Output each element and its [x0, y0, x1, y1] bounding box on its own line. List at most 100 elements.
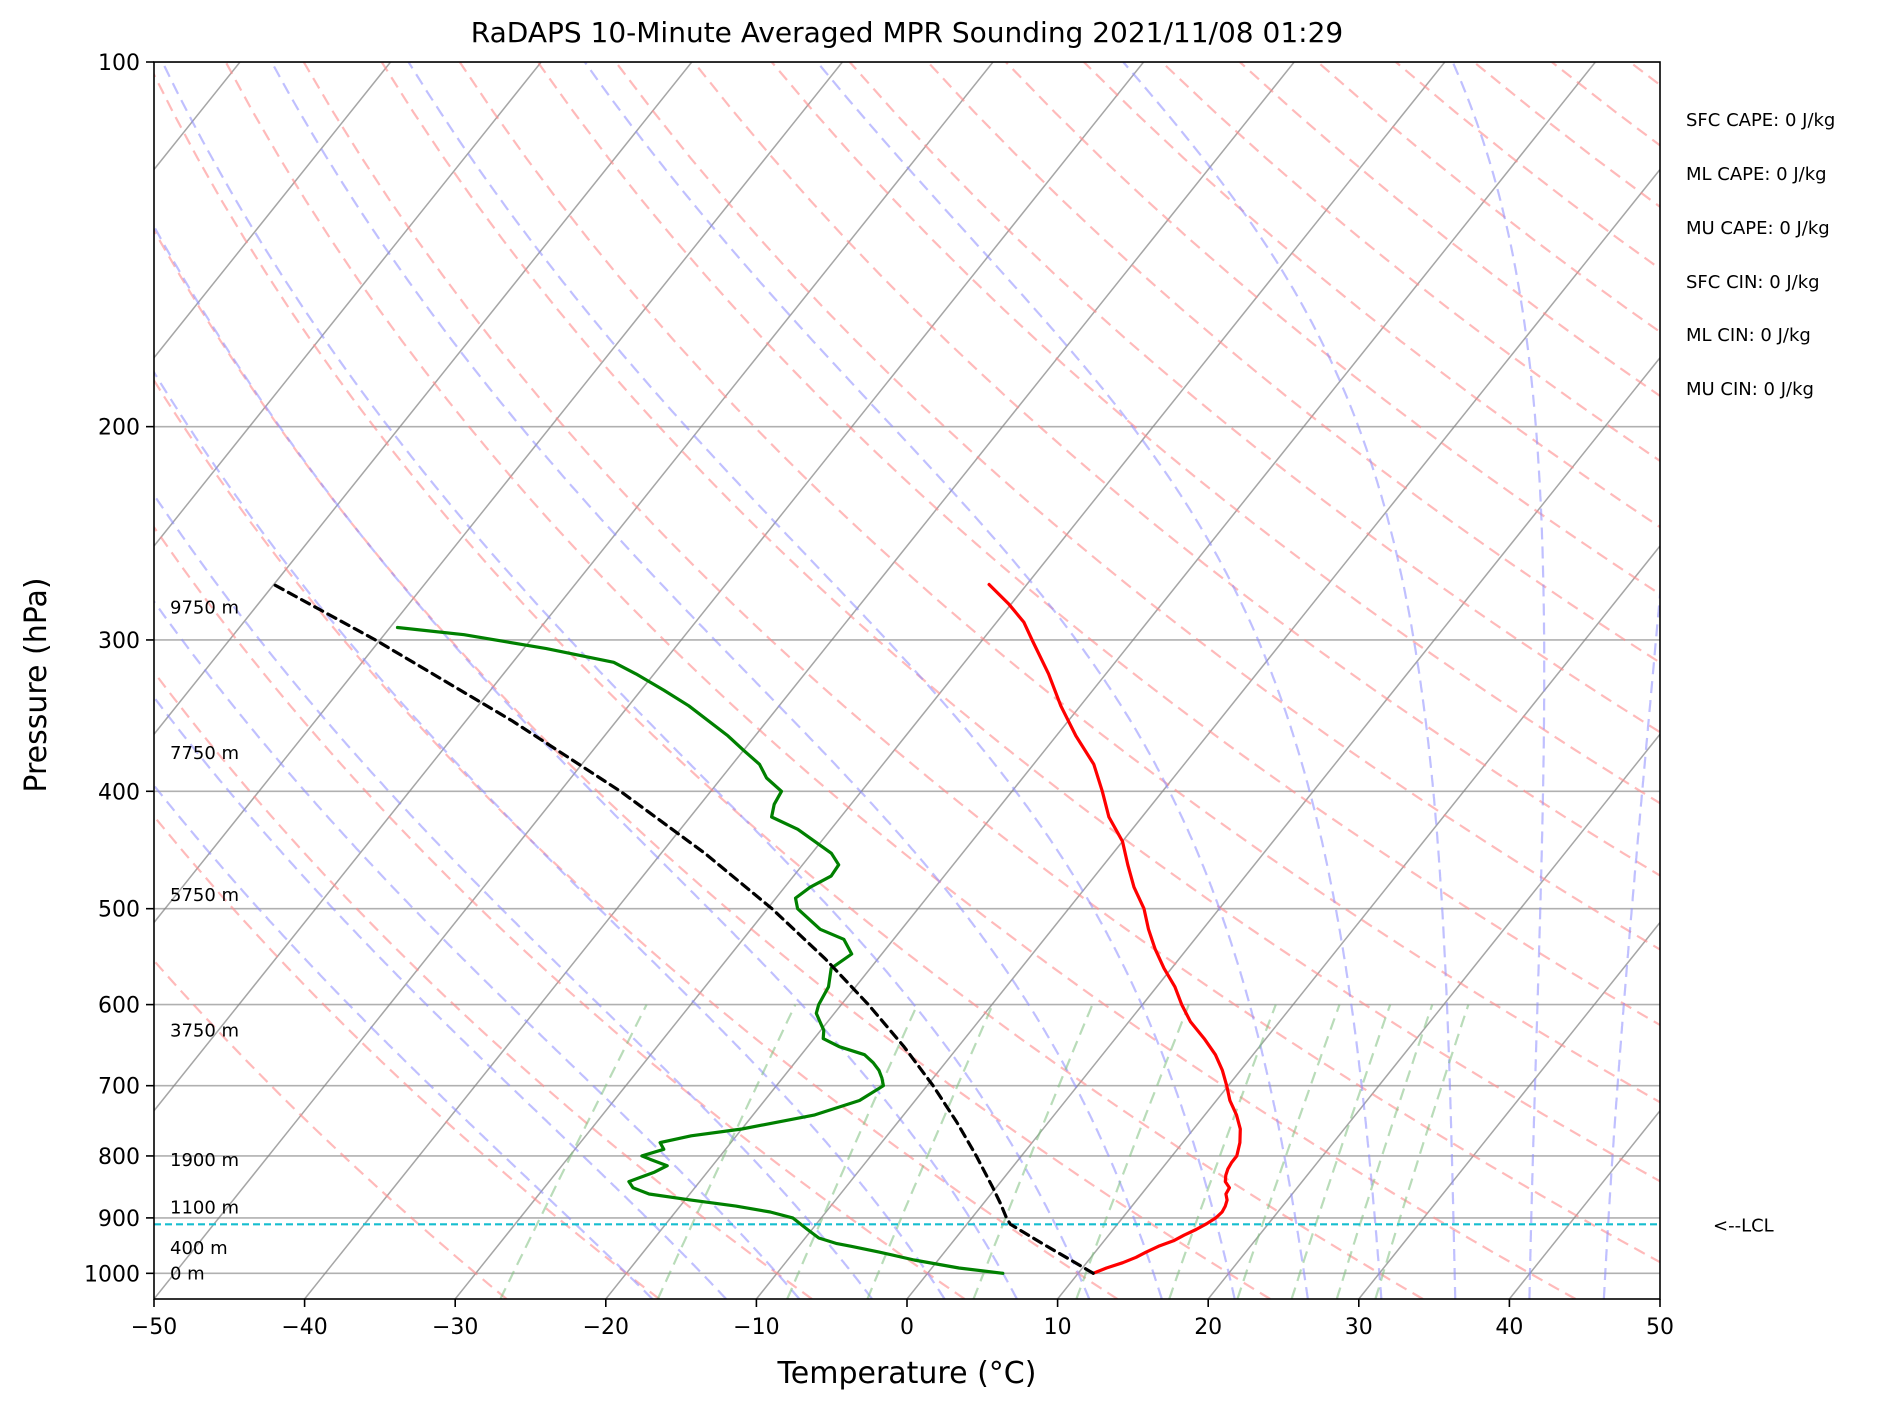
isotherm-line: [154, 62, 843, 924]
plot-frame: [153, 61, 1661, 1300]
x-tick-label: 20: [1194, 1315, 1222, 1340]
isotherm-line: [1659, 1297, 1660, 1299]
data-lines: [154, 582, 1660, 1275]
y-tick-label: 100: [98, 51, 140, 76]
isotherm-line: [1508, 1109, 1660, 1299]
y-tick-label: 700: [98, 1075, 140, 1100]
background-grid: [154, 62, 1882, 1299]
height-labels: 0 m 400 m 1100 m 1900 m 3750 m 5750 m 7750 m 97…: [170, 597, 239, 1284]
dry-adiabat-line: [692, 62, 1660, 877]
stat-sfc-cape: SFC CAPE: 0 J/kg: [1686, 110, 1836, 131]
y-axis: 100 200 300 400 500 600 700 800 900 1000: [84, 51, 154, 1287]
moist-adiabat-line: [154, 599, 801, 1299]
isotherm-line: [154, 62, 542, 548]
dry-adiabat-line: [154, 525, 966, 1299]
height-label: 400 m: [170, 1238, 228, 1259]
dry-adiabat-line: [1551, 62, 1660, 147]
moist-adiabat-line: [154, 492, 874, 1299]
x-tick-label: −50: [131, 1315, 177, 1340]
height-label: 9750 m: [170, 597, 239, 618]
y-tick-label: 800: [98, 1145, 140, 1170]
dry-adiabat-line: [1161, 62, 1660, 463]
x-tick-label: −10: [733, 1315, 779, 1340]
mixing-ratio-line: [499, 1004, 648, 1299]
dry-adiabat-line: [224, 62, 1577, 1299]
isotherm-line: [1057, 544, 1660, 1299]
moist-adiabat-line: [1122, 62, 1457, 1299]
moist-adiabat-line: [1451, 62, 1546, 1299]
isotherm-line: [1207, 733, 1660, 1299]
dry-adiabat-line: [154, 378, 1119, 1299]
dry-adiabat-line: [770, 62, 1660, 805]
moist-adiabat-line: [816, 62, 1383, 1299]
mixing-ratio-line: [1335, 1004, 1434, 1299]
y-tick-label: 200: [98, 416, 140, 441]
x-tick-label: −20: [583, 1315, 629, 1340]
x-tick-label: 10: [1044, 1315, 1072, 1340]
mixing-ratio-line: [786, 1004, 919, 1299]
isotherm-line: [154, 62, 994, 1112]
dry-adiabat-line: [1708, 62, 1882, 1299]
dry-adiabat-line: [380, 62, 1660, 1183]
dry-adiabat-line: [614, 62, 1660, 951]
moist-adiabat-line: [1602, 582, 1660, 1299]
dry-adiabat-line: [1083, 62, 1660, 529]
height-label: 1100 m: [170, 1197, 239, 1218]
y-tick-label: 600: [98, 994, 140, 1019]
dry-adiabat-line: [536, 62, 1660, 1027]
mixing-ratio-line: [972, 1004, 1094, 1299]
x-tick-label: −40: [281, 1315, 327, 1340]
mixing-ratio-line: [1290, 1004, 1392, 1299]
dry-adiabat-line: [1629, 62, 1660, 87]
isotherm-line: [605, 62, 1596, 1299]
moist-adiabat-line: [154, 370, 946, 1299]
dry-adiabat-line: [154, 670, 813, 1299]
lcl-label: <--LCL: [1713, 1215, 1774, 1236]
dry-adiabat-line: [154, 72, 1424, 1299]
stat-ml-cin: ML CIN: 0 J/kg: [1686, 325, 1811, 346]
isotherm-line: [906, 356, 1660, 1299]
x-tick-label: 0: [900, 1315, 914, 1340]
chart-title: RaDAPS 10-Minute Averaged MPR Sounding 2…: [471, 16, 1343, 49]
height-label: 1900 m: [170, 1150, 239, 1171]
x-tick-label: 30: [1345, 1315, 1373, 1340]
y-tick-label: 900: [98, 1207, 140, 1232]
isotherm-line: [454, 62, 1446, 1299]
mixing-ratio-line: [866, 1004, 994, 1299]
x-tick-label: −30: [432, 1315, 478, 1340]
x-tick-label: 40: [1495, 1315, 1523, 1340]
mixing-ratio-line: [1236, 1004, 1341, 1299]
dry-adiabat-line: [848, 62, 1660, 734]
isotherm-line: [1358, 921, 1660, 1299]
stat-mu-cape: MU CAPE: 0 J/kg: [1686, 218, 1830, 239]
y-axis-label: Pressure (hPa): [19, 577, 54, 792]
y-tick-label: 400: [98, 780, 140, 805]
moist-adiabat-line: [154, 783, 654, 1299]
dry-adiabat-line: [926, 62, 1660, 664]
dry-adiabat-line: [1005, 62, 1660, 596]
mixing-ratio-line: [1168, 1004, 1277, 1299]
isotherm-line: [755, 168, 1660, 1299]
moist-adiabat-line: [161, 62, 1091, 1299]
moist-adiabat-line: [407, 62, 1236, 1299]
lcl-annotation: <--LCL: [1713, 1215, 1774, 1236]
x-tick-label: 50: [1646, 1315, 1674, 1340]
moist-adiabat-line: [154, 695, 727, 1299]
mixing-ratio-line: [656, 1004, 797, 1299]
height-label: 3750 m: [170, 1020, 239, 1041]
stat-mu-cin: MU CIN: 0 J/kg: [1686, 379, 1814, 400]
dry-adiabat-line: [302, 62, 1660, 1264]
dry-adiabat-line: [1239, 62, 1660, 398]
temperature-line: [987, 582, 1242, 1275]
stat-ml-cape: ML CAPE: 0 J/kg: [1686, 164, 1827, 185]
y-tick-label: 300: [98, 629, 140, 654]
y-tick-label: 1000: [84, 1262, 140, 1287]
mixing-ratio-line: [1374, 1004, 1470, 1299]
moist-adiabat-line: [270, 62, 1163, 1299]
height-label: 7750 m: [170, 743, 239, 764]
mixing-ratio-line: [1075, 1004, 1190, 1299]
height-label: 0 m: [170, 1263, 205, 1284]
isotherm-line: [304, 62, 1295, 1299]
moist-adiabat-line: [583, 62, 1309, 1299]
